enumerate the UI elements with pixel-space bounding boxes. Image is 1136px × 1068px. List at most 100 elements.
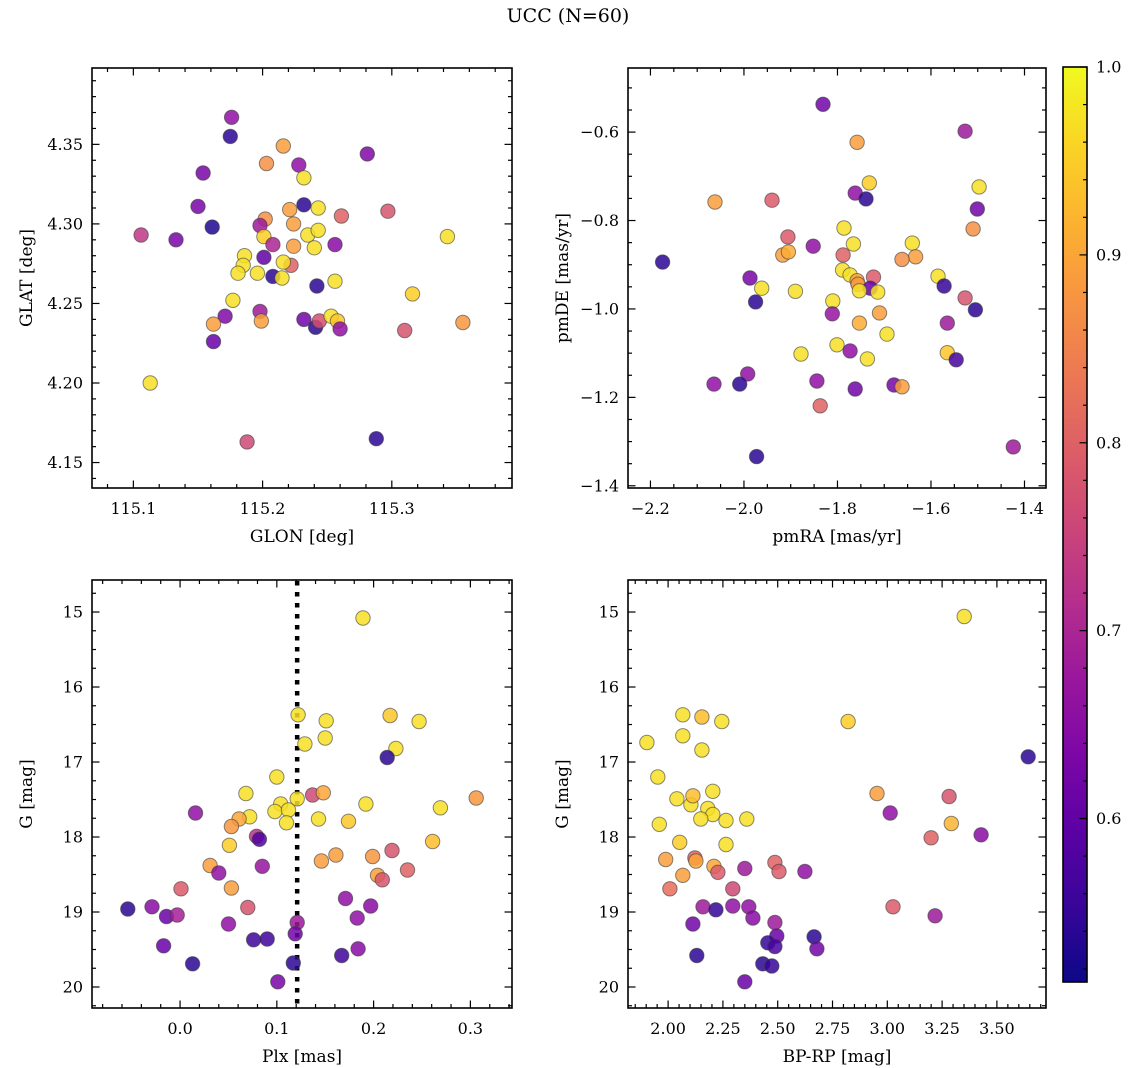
y-tick-label: 17	[63, 753, 83, 772]
data-point	[669, 791, 685, 807]
data-point	[936, 278, 952, 294]
x-tick-label: 115.1	[110, 499, 156, 518]
data-point	[747, 294, 764, 310]
colorbar: 1.0 0.9 0.8 0.7 0.6	[1062, 58, 1121, 983]
data-point	[184, 956, 201, 972]
data-point	[211, 865, 227, 881]
data-point	[845, 236, 862, 252]
data-point	[424, 833, 441, 850]
data-point	[861, 175, 877, 191]
data-point	[748, 448, 765, 465]
y-axis-label: GLAT [deg]	[17, 229, 37, 327]
data-point	[793, 346, 809, 362]
data-point	[927, 908, 943, 924]
data-point	[318, 713, 334, 729]
data-point	[780, 244, 797, 260]
data-point	[809, 373, 825, 389]
data-point	[904, 235, 920, 251]
x-tick-label: −2.2	[631, 499, 670, 518]
axes-frame	[91, 579, 513, 1009]
data-point	[269, 769, 285, 785]
data-point	[688, 853, 704, 869]
colorbar-tick-label: 0.6	[1096, 809, 1121, 828]
data-point	[254, 858, 270, 874]
data-point	[468, 790, 484, 806]
data-point	[707, 194, 723, 210]
colorbar-tick-label: 0.7	[1096, 621, 1121, 640]
data-point	[173, 881, 189, 897]
data-point	[737, 860, 753, 877]
data-point	[270, 974, 286, 990]
data-point	[380, 203, 396, 219]
x-tick-label: 2.50	[760, 1019, 796, 1038]
x-axis-label: pmRA [mas/yr]	[772, 527, 901, 547]
data-point	[973, 827, 989, 843]
data-point	[238, 785, 254, 802]
data-point	[310, 200, 326, 216]
data-point	[399, 862, 416, 878]
data-point	[805, 238, 821, 254]
data-point	[740, 366, 756, 382]
data-point	[849, 134, 865, 151]
data-point	[285, 216, 302, 232]
panel-pm: −2.2 −2.0 −1.8 −1.6 −1.4 −0.6 −0.8 −1.0 −1.2 −1.4…	[553, 67, 1047, 547]
y-tick-label: 15	[599, 603, 619, 622]
data-point	[432, 800, 449, 816]
data-point	[340, 813, 357, 829]
data-point	[718, 812, 734, 829]
data-point	[374, 872, 390, 888]
x-tick-label: 2.00	[650, 1019, 686, 1038]
data-point	[222, 128, 239, 145]
y-axis-label: pmDE [mas/yr]	[553, 213, 573, 343]
data-point	[275, 138, 291, 154]
data-point	[239, 434, 255, 450]
data-point	[282, 201, 298, 218]
data-point	[1005, 439, 1021, 455]
data-point	[842, 343, 858, 359]
data-point	[230, 265, 246, 281]
data-point	[836, 220, 852, 236]
data-point	[754, 280, 770, 296]
x-tick-label: 3.50	[979, 1019, 1015, 1038]
data-point	[943, 815, 959, 832]
data-point	[363, 898, 379, 914]
data-point	[941, 788, 957, 805]
data-point	[969, 201, 985, 217]
data-point	[245, 932, 262, 948]
data-point	[725, 881, 741, 897]
data-point	[280, 802, 297, 818]
data-point	[745, 910, 761, 926]
data-point	[685, 788, 701, 804]
data-point	[313, 853, 330, 869]
data-point	[739, 811, 755, 827]
data-point	[287, 926, 303, 942]
data-point	[223, 109, 240, 126]
axes-ticks	[92, 580, 512, 1008]
data-point	[455, 314, 471, 331]
y-axis-label: G [mag]	[553, 759, 573, 828]
data-point	[662, 881, 678, 897]
data-point	[285, 955, 301, 971]
data-point	[787, 283, 804, 299]
data-point	[675, 728, 691, 744]
data-point	[368, 431, 384, 447]
y-tick-label: 4.35	[47, 135, 83, 154]
x-tick-label: −1.8	[818, 499, 857, 518]
data-point	[764, 958, 780, 974]
data-point	[310, 222, 326, 239]
colorbar-frame	[1062, 66, 1088, 983]
data-point	[732, 376, 748, 392]
x-tick-label: −1.4	[1005, 499, 1044, 518]
data-point	[144, 899, 160, 915]
data-point	[685, 916, 701, 932]
data-point	[306, 240, 322, 256]
data-point	[956, 608, 972, 625]
x-axis-label: BP-RP [mag]	[783, 1047, 892, 1067]
data-point	[894, 379, 910, 395]
axes-ticks	[628, 580, 1046, 1008]
panel-plx-g: 0.0 0.1 0.2 0.3 15 16 17 18 19 20 Plx [mas] G [mag]	[17, 579, 513, 1067]
data-point	[315, 785, 331, 801]
data-point	[965, 221, 981, 237]
data-point	[708, 902, 724, 918]
